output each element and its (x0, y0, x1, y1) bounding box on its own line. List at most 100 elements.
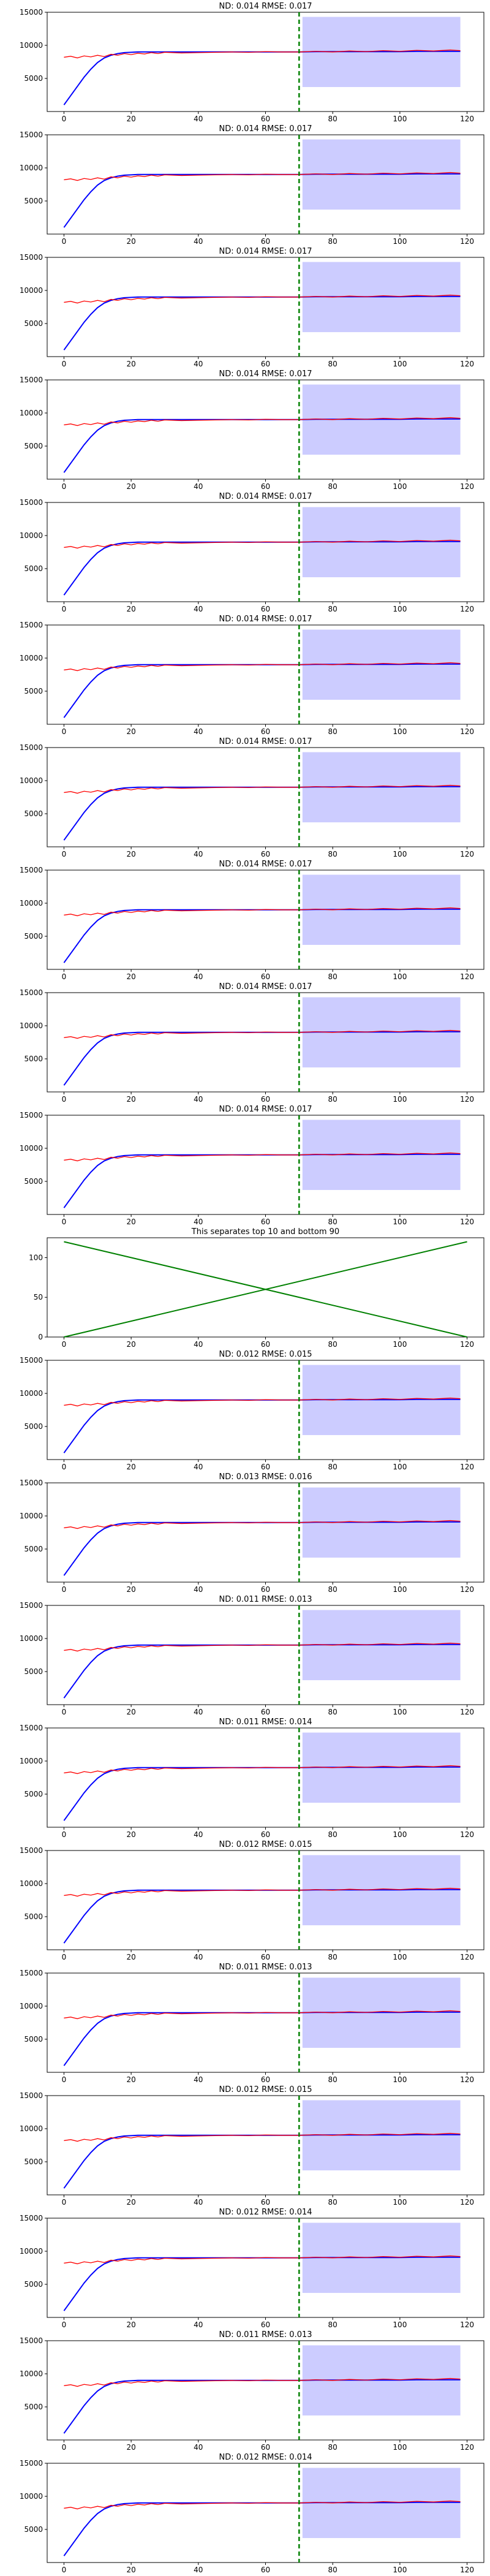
forecast-line (63, 540, 461, 596)
x-tick-label: 60 (261, 360, 270, 368)
chart-panel: ND: 0.012 RMSE: 0.015 0 20 40 60 80 100 120 5000… (20, 1840, 484, 1961)
y-tick-label: 5000 (24, 1422, 43, 1431)
x-tick-label: 40 (194, 237, 203, 246)
x-tick-label: 80 (328, 1585, 337, 1594)
y-tick-label: 5000 (24, 1667, 43, 1676)
x-tick-label: 80 (328, 1463, 337, 1471)
x-tick-label: 120 (460, 2198, 474, 2207)
actual-line (64, 1520, 461, 1529)
y-tick-label: 10000 (20, 41, 43, 50)
x-tick-label: 100 (393, 1830, 407, 1839)
x-tick-label: 60 (261, 1463, 270, 1471)
y-tick-label: 15000 (20, 2336, 43, 2345)
x-tick-label: 100 (393, 2320, 407, 2329)
x-tick-label: 40 (194, 1830, 203, 1839)
x-tick-label: 60 (261, 1095, 270, 1104)
x-tick-label: 100 (393, 2443, 407, 2452)
x-tick-label: 40 (194, 1953, 203, 1961)
x-tick-label: 100 (393, 2566, 407, 2574)
x-tick-label: 0 (62, 1218, 67, 1226)
y-tick-label: 10000 (20, 1144, 43, 1153)
x-tick-label: 80 (328, 360, 337, 368)
x-tick-label: 100 (393, 972, 407, 981)
chart-panel: ND: 0.012 RMSE: 0.015 0 20 40 60 80 100 120 5000… (20, 1350, 484, 1471)
x-tick-label: 60 (261, 1830, 270, 1839)
x-tick-label: 40 (194, 360, 203, 368)
forecast-line (63, 1766, 461, 1821)
x-tick-label: 80 (328, 1218, 337, 1226)
y-tick-label: 15000 (20, 131, 43, 139)
x-tick-label: 40 (194, 850, 203, 858)
x-tick-label: 100 (393, 482, 407, 491)
actual-line (64, 1765, 461, 1775)
chart-panel: ND: 0.012 RMSE: 0.014 0 20 40 60 80 100 120 5000… (20, 2208, 484, 2329)
x-tick-label: 0 (62, 727, 67, 736)
chart-panel: ND: 0.014 RMSE: 0.017 0 20 40 60 80 100 120 5000… (20, 492, 484, 613)
y-tick-label: 10000 (20, 2002, 43, 2010)
x-tick-label: 40 (194, 1340, 203, 1349)
chart-panel: ND: 0.013 RMSE: 0.016 0 20 40 60 80 100 120 5000… (20, 1472, 484, 1594)
y-tick-label: 5000 (24, 1790, 43, 1798)
actual-line (64, 2010, 461, 2020)
forecast-line (63, 663, 461, 718)
x-tick-label: 100 (393, 1953, 407, 1961)
x-tick-label: 40 (194, 2443, 203, 2452)
forecast-line (63, 173, 461, 228)
chart-panel: ND: 0.014 RMSE: 0.017 0 20 40 60 80 100 120 5000… (20, 247, 484, 368)
x-tick-label: 20 (126, 2198, 135, 2207)
chart-panel: ND: 0.014 RMSE: 0.017 0 20 40 60 80 100 120 5000… (20, 369, 484, 491)
forecast-line (63, 2501, 461, 2556)
x-tick-label: 0 (62, 1953, 67, 1961)
x-tick-label: 0 (62, 2198, 67, 2207)
y-tick-label: 15000 (20, 743, 43, 752)
x-tick-label: 120 (460, 727, 474, 736)
y-tick-label: 0 (38, 1333, 43, 1341)
y-tick-label: 5000 (24, 687, 43, 695)
x-tick-label: 120 (460, 850, 474, 858)
x-tick-label: 80 (328, 850, 337, 858)
x-tick-label: 60 (261, 237, 270, 246)
x-tick-label: 60 (261, 2566, 270, 2574)
y-tick-label: 10000 (20, 1757, 43, 1765)
x-tick-label: 60 (261, 2075, 270, 2084)
y-tick-label: 15000 (20, 2459, 43, 2468)
x-tick-label: 100 (393, 115, 407, 123)
x-tick-label: 20 (126, 727, 135, 736)
forecast-line (63, 786, 461, 841)
x-tick-label: 60 (261, 115, 270, 123)
chart-title: ND: 0.014 RMSE: 0.017 (219, 860, 312, 869)
x-tick-label: 120 (460, 2566, 474, 2574)
x-tick-label: 40 (194, 482, 203, 491)
actual-line (64, 1397, 461, 1407)
x-tick-label: 120 (460, 482, 474, 491)
x-tick-label: 0 (62, 1095, 67, 1104)
x-tick-label: 120 (460, 1340, 474, 1349)
chart-title: ND: 0.011 RMSE: 0.013 (219, 2330, 312, 2339)
x-tick-label: 100 (393, 1463, 407, 1471)
y-tick-label: 10000 (20, 2370, 43, 2378)
x-tick-label: 20 (126, 1953, 135, 1961)
y-tick-label: 5000 (24, 809, 43, 818)
x-tick-label: 20 (126, 2320, 135, 2329)
y-tick-label: 15000 (20, 621, 43, 629)
actual-line (64, 1642, 461, 1652)
x-tick-label: 20 (126, 2566, 135, 2574)
y-tick-label: 5000 (24, 1912, 43, 1921)
actual-line (64, 907, 461, 917)
forecast-line (63, 295, 461, 350)
y-tick-label: 15000 (20, 2091, 43, 2100)
chart-title: ND: 0.012 RMSE: 0.014 (219, 2453, 312, 2462)
chart-title: ND: 0.014 RMSE: 0.017 (219, 124, 312, 134)
y-tick-label: 5000 (24, 1055, 43, 1063)
x-tick-label: 0 (62, 482, 67, 491)
x-tick-label: 80 (328, 1095, 337, 1104)
y-tick-label: 10000 (20, 2124, 43, 2133)
forecast-line (63, 1398, 461, 1453)
x-tick-label: 40 (194, 1218, 203, 1226)
forecast-line (63, 2256, 461, 2311)
chart-title: ND: 0.014 RMSE: 0.017 (219, 2, 312, 11)
forecast-line (63, 1153, 461, 1208)
x-tick-label: 0 (62, 605, 67, 613)
y-tick-label: 15000 (20, 1601, 43, 1610)
chart-title: ND: 0.014 RMSE: 0.017 (219, 1105, 312, 1114)
